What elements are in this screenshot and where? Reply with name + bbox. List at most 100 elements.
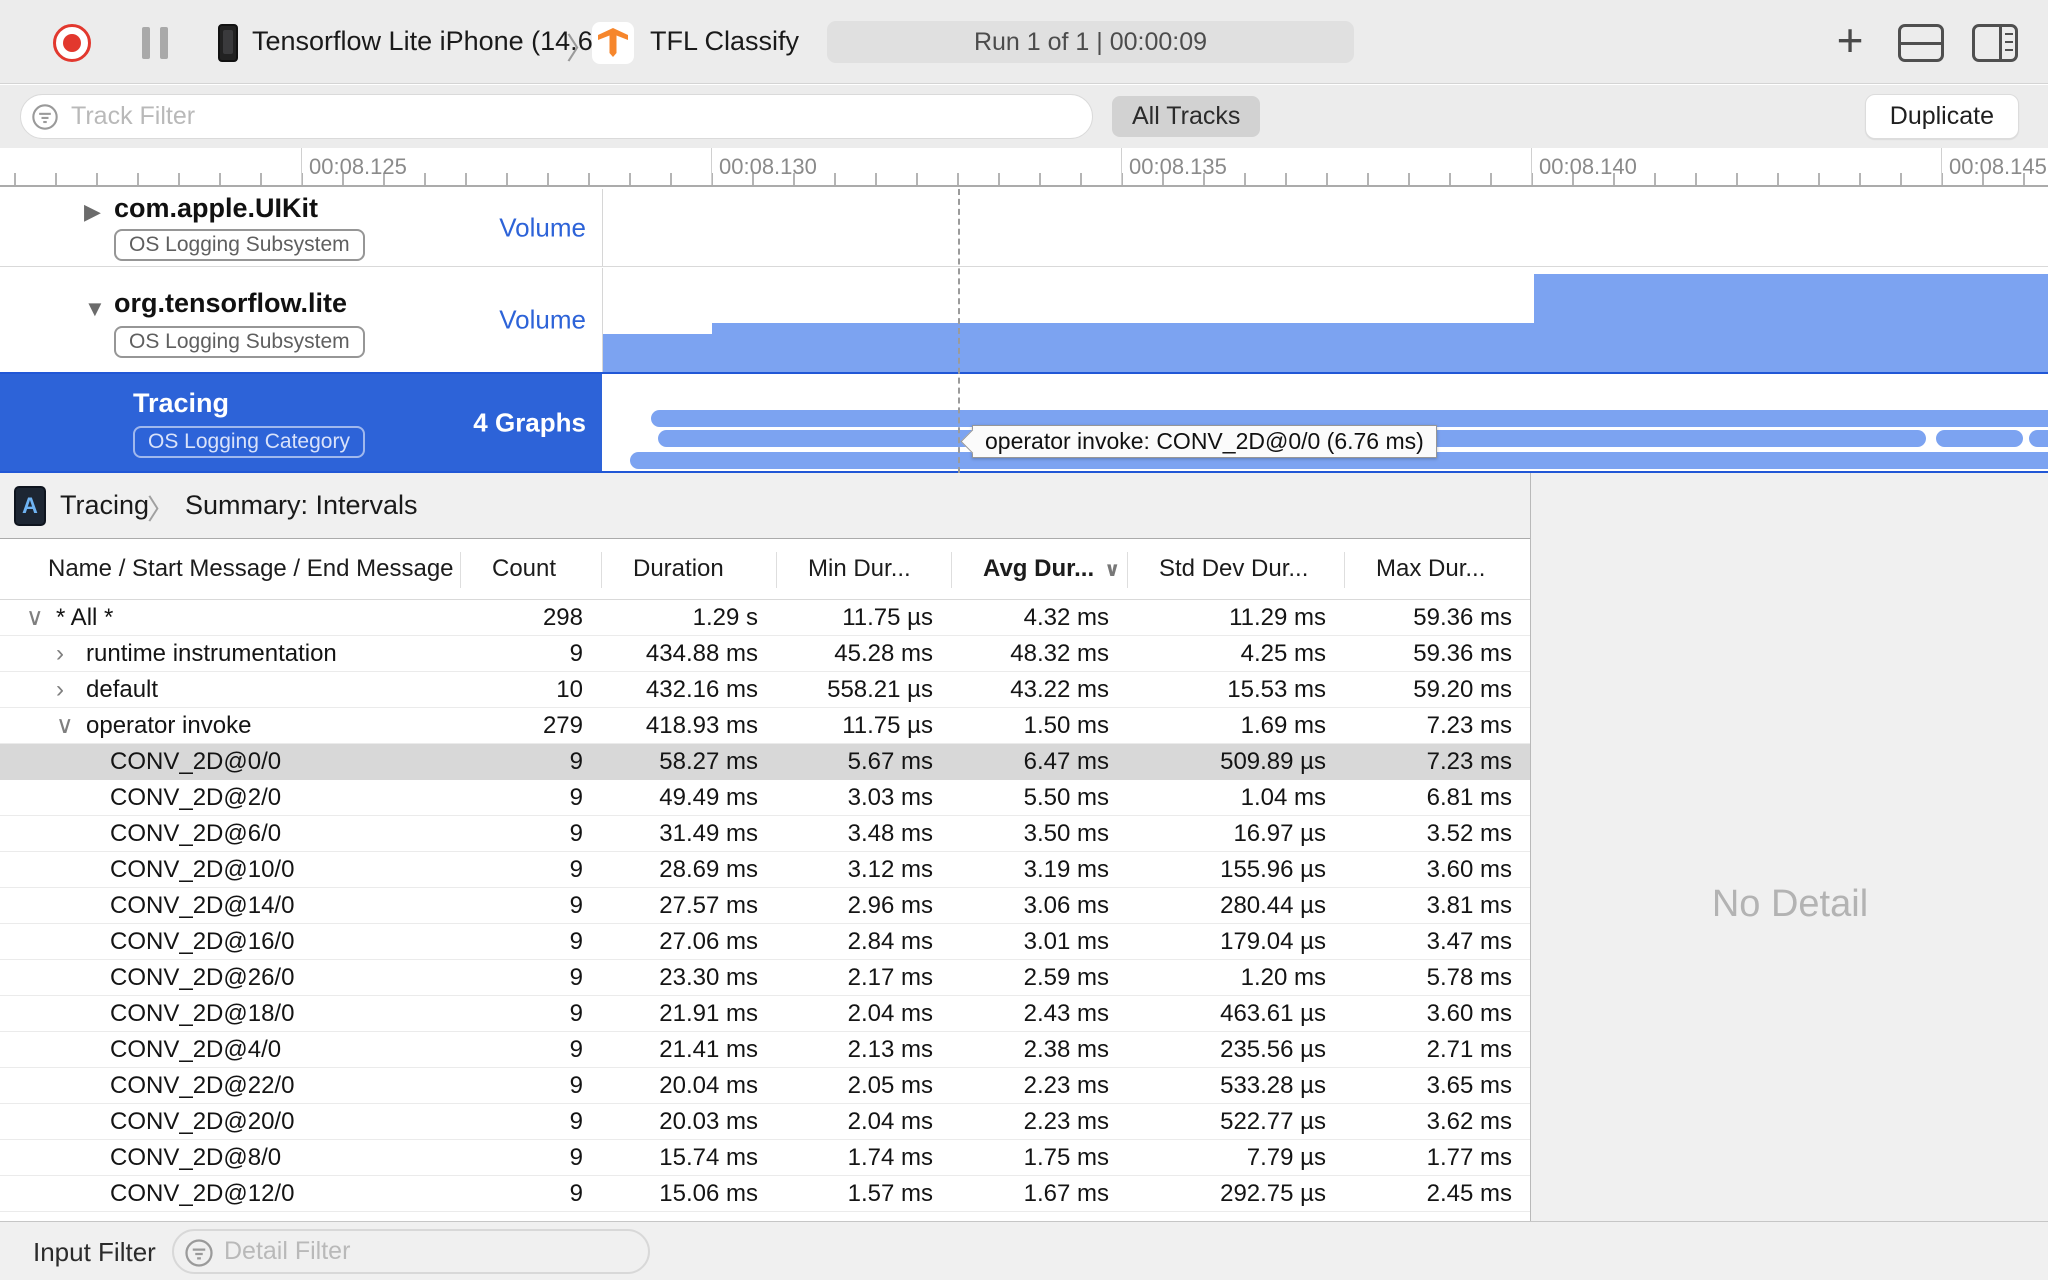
table-row[interactable]: CONV_2D@22/0 9 20.04 ms 2.05 ms 2.23 ms 533.2…: [0, 1068, 1530, 1104]
row-name: CONV_2D@4/0: [110, 1035, 282, 1063]
track-filter-input[interactable]: [71, 97, 1071, 136]
volume-graph-segment[interactable]: [1534, 274, 2048, 373]
table-row[interactable]: CONV_2D@26/0 9 23.30 ms 2.17 ms 2.59 ms 1.20 …: [0, 960, 1530, 996]
column-header-count[interactable]: Count: [492, 555, 557, 582]
device-selector[interactable]: Tensorflow Lite iPhone (14.6): [252, 26, 602, 56]
toolbar-chevron-icon: 〉: [566, 33, 596, 66]
row-min-cell: 2.84 ms: [847, 927, 933, 955]
row-name-cell: CONV_2D@12/0: [0, 1180, 460, 1208]
row-duration-cell: 58.27 ms: [659, 747, 758, 775]
row-name-cell: CONV_2D@8/0: [0, 1144, 460, 1172]
duplicate-button[interactable]: Duplicate: [1864, 94, 2019, 139]
volume-graph-segment[interactable]: [712, 323, 1534, 373]
table-row[interactable]: CONV_2D@6/0 9 31.49 ms 3.48 ms 3.50 ms 16.97 …: [0, 816, 1530, 852]
row-name-cell: CONV_2D@6/0: [0, 820, 460, 848]
add-instrument-button[interactable]: +: [1836, 14, 1864, 66]
column-header-max-dur[interactable]: Max Dur...: [1376, 555, 1486, 582]
volume-graph-segment[interactable]: [603, 334, 712, 373]
table-row[interactable]: ∨ * All * 298 1.29 s 11.75 µs 4.32 ms 11.29 ms…: [0, 600, 1530, 636]
column-header-name[interactable]: Name / Start Message / End Message: [48, 555, 454, 582]
table-row[interactable]: › default 10 432.16 ms 558.21 µs 43.22 ms 15.5…: [0, 672, 1530, 708]
disclosure-collapsed-icon[interactable]: ›: [56, 639, 64, 667]
interval-bar[interactable]: [2029, 430, 2048, 447]
table-row[interactable]: CONV_2D@2/0 9 49.49 ms 3.03 ms 5.50 ms 1.04 m…: [0, 780, 1530, 816]
track-badge: OS Logging Category: [133, 426, 365, 458]
clipped-row: – – –– –– –– –– –– –– –: [0, 1212, 1530, 1221]
column-header-std-dev-dur[interactable]: Std Dev Dur...: [1159, 555, 1309, 582]
table-row[interactable]: CONV_2D@12/0 9 15.06 ms 1.57 ms 1.67 ms 292.7…: [0, 1176, 1530, 1212]
all-tracks-button[interactable]: All Tracks: [1112, 96, 1261, 137]
playhead-line[interactable]: [958, 189, 960, 473]
table-row[interactable]: CONV_2D@8/0 9 15.74 ms 1.74 ms 1.75 ms 7.79 µ…: [0, 1140, 1530, 1176]
table-row[interactable]: CONV_2D@4/0 9 21.41 ms 2.13 ms 2.38 ms 235.56…: [0, 1032, 1530, 1068]
row-count-cell: 10: [556, 675, 583, 703]
ruler-time-label: 00:08.130: [719, 154, 817, 179]
table-row[interactable]: CONV_2D@16/0 9 27.06 ms 2.84 ms 3.01 ms 179.0…: [0, 924, 1530, 960]
table-row[interactable]: ∨ operator invoke 279 418.93 ms 11.75 µs 1.50…: [0, 708, 1530, 744]
row-max-cell: 2.45 ms: [1426, 1179, 1512, 1207]
row-std-cell: 1.04 ms: [1240, 783, 1326, 811]
disclosure-collapsed-icon[interactable]: ▶: [84, 199, 101, 224]
no-detail-placeholder: No Detail: [1711, 883, 1869, 925]
track-meta-volume: Volume: [499, 304, 586, 335]
row-max-cell: 6.81 ms: [1426, 783, 1512, 811]
row-name-cell: CONV_2D@2/0: [0, 784, 460, 812]
track-row-tensorflow[interactable]: ▼ org.tensorflow.lite OS Logging Subsyst…: [0, 268, 2048, 373]
track-row-uikit[interactable]: ▶ com.apple.UIKit OS Logging Subsystem V…: [0, 189, 2048, 267]
row-count-cell: 9: [569, 1107, 583, 1135]
row-name-cell: CONV_2D@14/0: [0, 892, 460, 920]
ruler-time-label: 00:08.145: [1949, 154, 2047, 179]
row-duration-cell: 28.69 ms: [659, 855, 758, 883]
tooltip-text: operator invoke: CONV_2D@0/0 (6.76 ms): [985, 428, 1424, 454]
track-title: Tracing: [133, 388, 230, 418]
table-row[interactable]: CONV_2D@20/0 9 20.03 ms 2.04 ms 2.23 ms 522.7…: [0, 1104, 1530, 1140]
detail-filter-input[interactable]: [224, 1233, 634, 1270]
target-selector[interactable]: TFL Classify: [650, 26, 800, 56]
row-avg-cell: 5.50 ms: [1023, 783, 1109, 811]
table-row[interactable]: CONV_2D@10/0 9 28.69 ms 3.12 ms 3.19 ms 155.9…: [0, 852, 1530, 888]
interval-bar[interactable]: [1936, 430, 2023, 447]
row-min-cell: 3.03 ms: [847, 783, 933, 811]
table-row[interactable]: CONV_2D@14/0 9 27.57 ms 2.96 ms 3.06 ms 280.4…: [0, 888, 1530, 924]
ruler-time-label: 00:08.125: [309, 154, 407, 179]
row-name: CONV_2D@2/0: [110, 783, 282, 811]
pause-button[interactable]: [142, 27, 168, 59]
intervals-table: ∨ * All * 298 1.29 s 11.75 µs 4.32 ms 11.29 ms…: [0, 600, 1530, 1221]
disclosure-expanded-icon[interactable]: ∨: [56, 712, 74, 739]
breadcrumb-chevron-icon: 〉: [147, 494, 176, 525]
table-row[interactable]: CONV_2D@18/0 9 21.91 ms 2.04 ms 2.43 ms 463.6…: [0, 996, 1530, 1032]
detail-filter-field[interactable]: [172, 1229, 650, 1274]
row-max-cell: 3.62 ms: [1426, 1107, 1512, 1135]
timeline-ruler[interactable]: 00:08.125 00:08.130 00:08.135 00:08.140 00:0…: [0, 148, 2048, 187]
row-max-cell: 3.47 ms: [1426, 927, 1512, 955]
ruler-gridline: [1531, 148, 1532, 185]
column-header-avg-dur[interactable]: Avg Dur... ∨: [983, 555, 1121, 582]
record-button[interactable]: [53, 24, 91, 62]
breadcrumb-instrument[interactable]: Tracing: [60, 490, 150, 520]
interval-bar[interactable]: [651, 410, 2048, 427]
track-graph-volume[interactable]: [602, 268, 2048, 373]
clipped-cell: – –: [1127, 1212, 1344, 1221]
row-std-cell: 7.79 µs: [1246, 1143, 1326, 1171]
track-graph-uikit[interactable]: [602, 189, 2048, 266]
table-row[interactable]: › runtime instrumentation 9 434.88 ms 45.28 …: [0, 636, 1530, 672]
row-max-cell: 2.71 ms: [1426, 1035, 1512, 1063]
row-name-cell: › runtime instrumentation: [0, 640, 460, 668]
column-header-duration[interactable]: Duration: [633, 555, 724, 582]
column-header-min-dur[interactable]: Min Dur...: [808, 555, 911, 582]
track-filter-bar: All Tracks Duplicate: [0, 85, 2048, 148]
disclosure-expanded-icon[interactable]: ∨: [26, 604, 44, 631]
track-label-tensorflow: ▼ org.tensorflow.lite OS Logging Subsyst…: [0, 268, 602, 372]
row-count-cell: 9: [569, 819, 583, 847]
breadcrumb-detail[interactable]: Summary: Intervals: [185, 490, 418, 520]
clipped-cell: – –: [460, 1212, 601, 1221]
record-dot-icon: [63, 34, 81, 52]
disclosure-collapsed-icon[interactable]: ›: [56, 675, 64, 703]
bottom-panel-toggle-button[interactable]: [1898, 24, 1944, 62]
row-name-cell: CONV_2D@18/0: [0, 1000, 460, 1028]
row-avg-cell: 1.75 ms: [1023, 1143, 1109, 1171]
right-panel-toggle-button[interactable]: [1972, 24, 2018, 62]
table-row[interactable]: CONV_2D@0/0 9 58.27 ms 5.67 ms 6.47 ms 509.89…: [0, 744, 1530, 780]
track-filter-field[interactable]: [20, 94, 1093, 139]
disclosure-expanded-icon[interactable]: ▼: [84, 296, 106, 321]
